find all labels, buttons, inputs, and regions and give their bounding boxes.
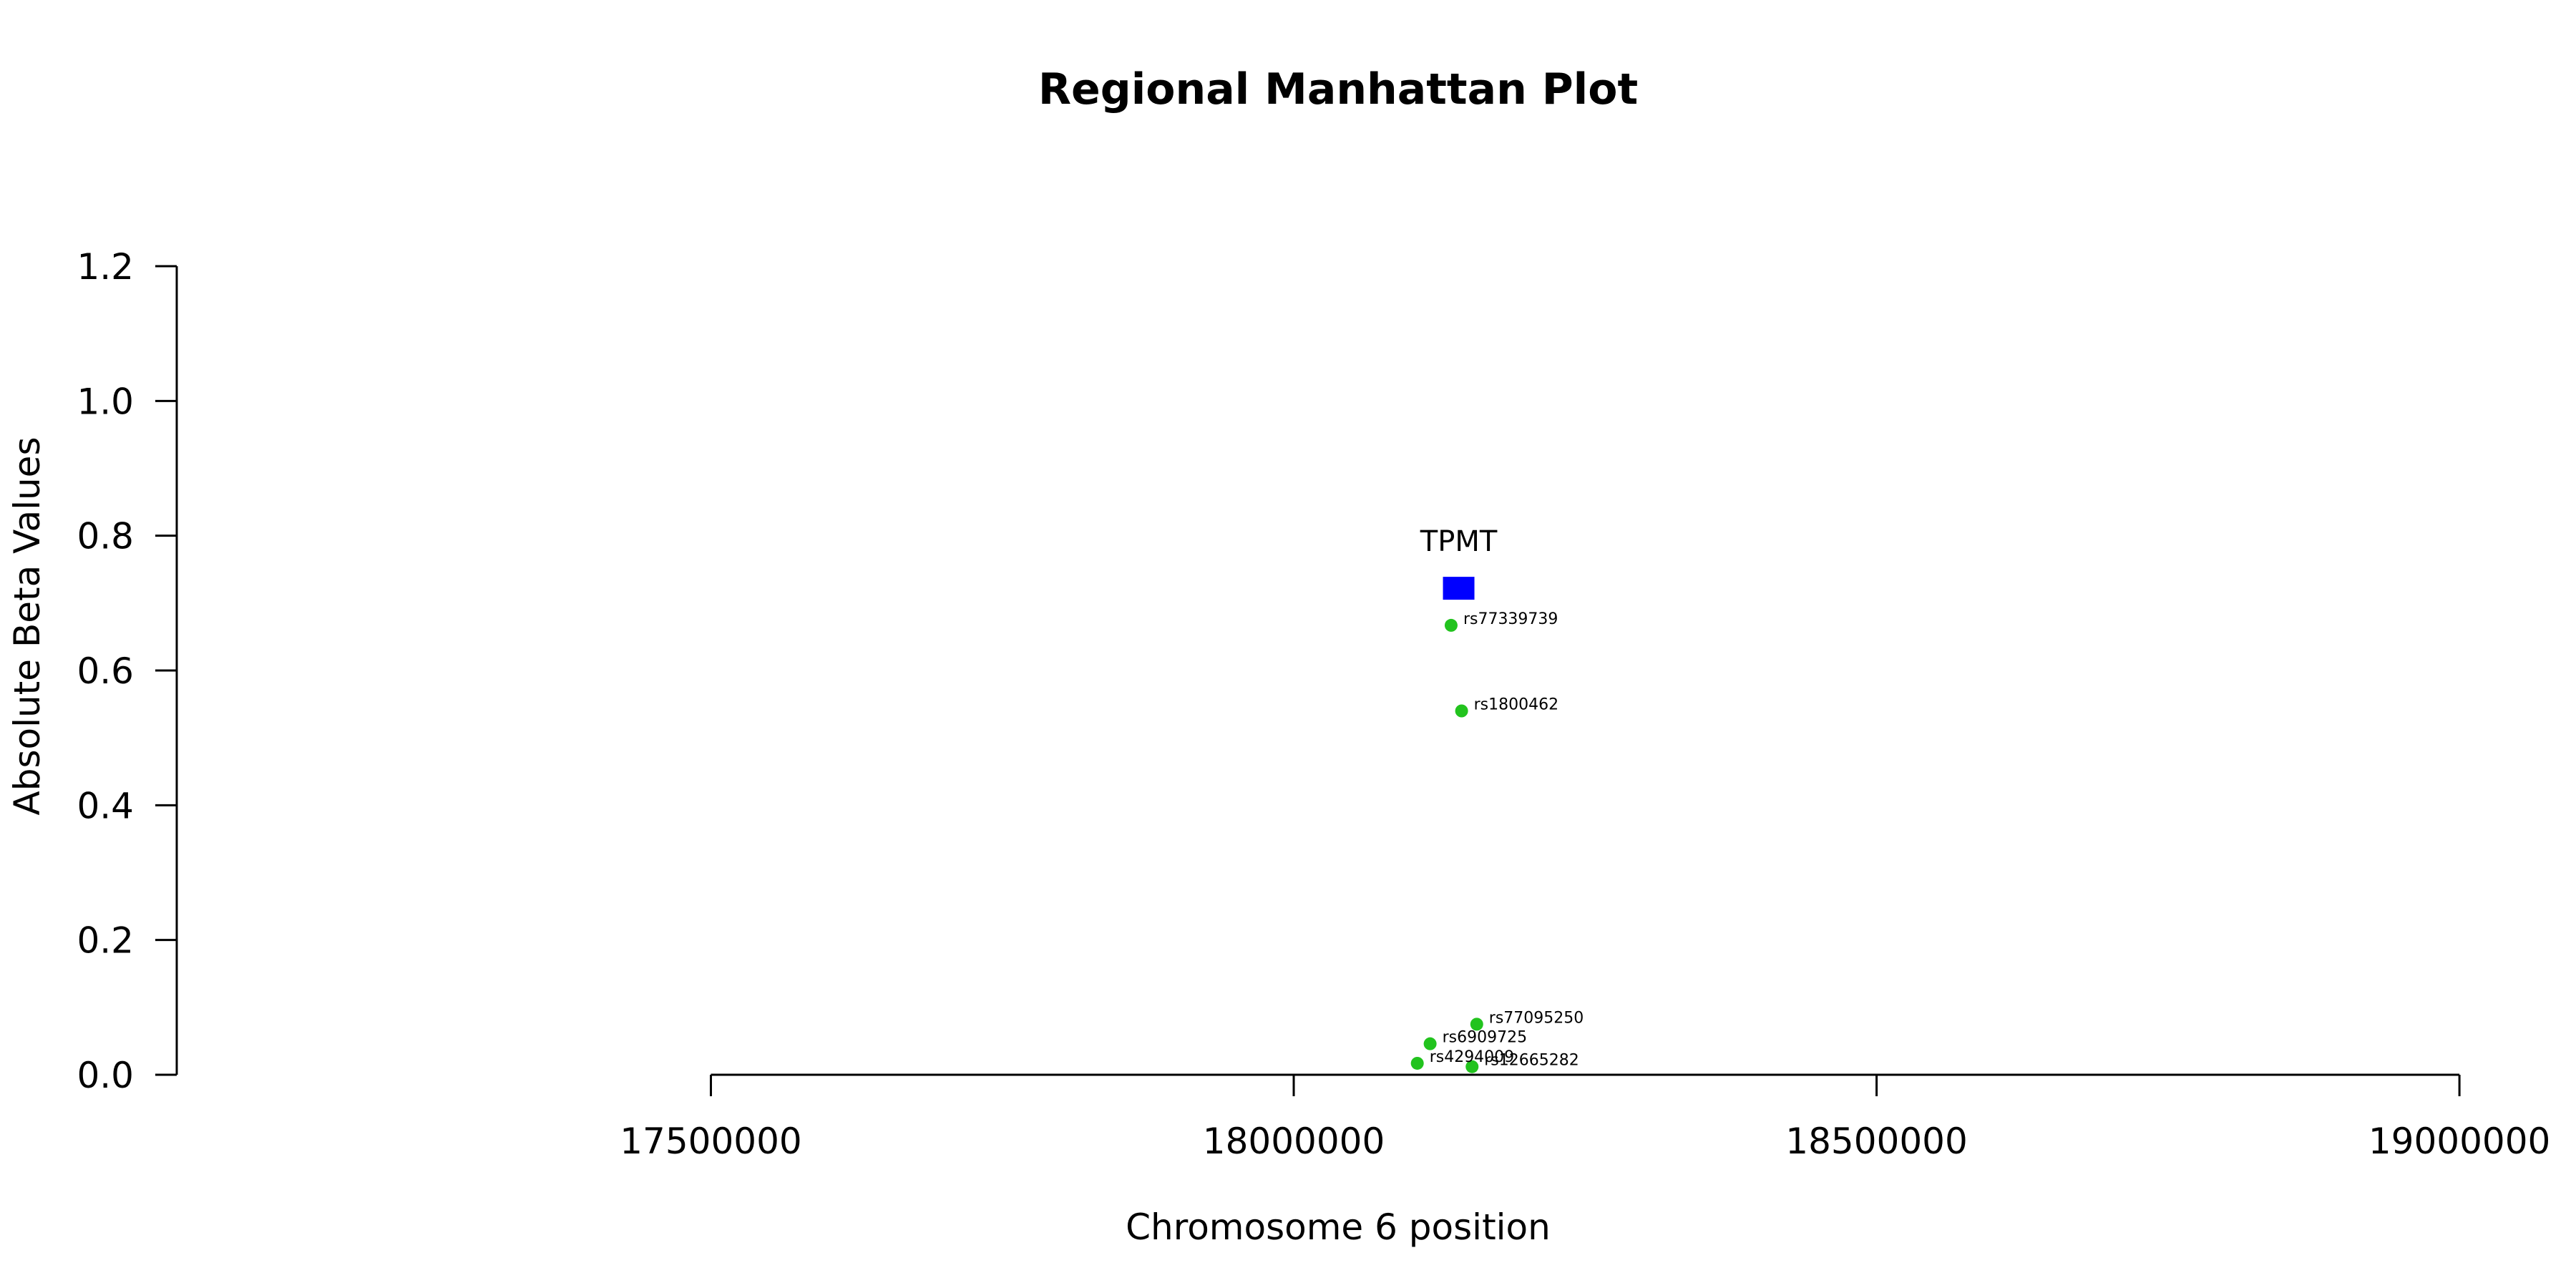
snp-label: rs4294009	[1430, 1048, 1514, 1066]
gene-block	[1443, 577, 1475, 600]
x-tick-label: 17500000	[620, 1121, 802, 1162]
chart-title: Regional Manhattan Plot	[1038, 64, 1638, 114]
gene-layer: TPMT	[1420, 525, 1498, 600]
snp-point	[1465, 1060, 1479, 1073]
x-axis: 17500000 18000000 18500000 19000000	[620, 1073, 2551, 1162]
snp-label: rs77095250	[1489, 1009, 1584, 1027]
snp-labels: rs77339739rs1800462rs77095250rs6909725rs…	[1430, 610, 1584, 1070]
snp-point	[1423, 1037, 1437, 1050]
x-tick-label: 18000000	[1203, 1121, 1385, 1162]
y-tick-label: 0.2	[77, 920, 134, 962]
y-tick-label: 1.0	[77, 381, 134, 422]
y-tick-label: 0.0	[77, 1055, 134, 1096]
x-axis-title: Chromosome 6 position	[1126, 1206, 1551, 1248]
y-tick-label: 0.6	[77, 650, 134, 692]
snp-point	[1455, 704, 1468, 718]
snp-point	[1444, 618, 1458, 632]
snp-label: rs6909725	[1443, 1029, 1528, 1047]
y-tick-label: 0.4	[77, 785, 134, 826]
snp-point	[1410, 1056, 1424, 1070]
y-tick-label: 1.2	[77, 246, 134, 288]
y-axis: 0.0 0.2 0.4 0.6 0.8 1.0 1.2	[77, 246, 178, 1096]
y-tick-label: 0.8	[77, 516, 134, 557]
snp-point	[1470, 1018, 1483, 1031]
snp-label: rs12665282	[1484, 1052, 1579, 1070]
gene-label: TPMT	[1420, 525, 1498, 558]
snp-label: rs77339739	[1463, 610, 1558, 628]
snp-label: rs1800462	[1474, 696, 1559, 714]
y-axis-title: Absolute Beta Values	[6, 437, 48, 816]
snp-points	[1410, 618, 1483, 1073]
x-tick-label: 18500000	[1785, 1121, 1968, 1162]
x-tick-label: 19000000	[2368, 1121, 2551, 1162]
